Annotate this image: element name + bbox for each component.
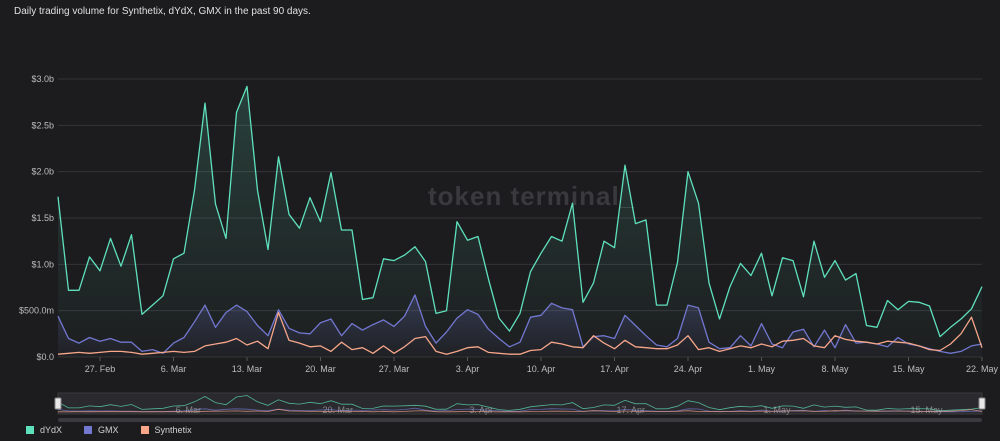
x-axis: 27. Feb 6. Mar 13. Mar 20. Mar 27. Mar 3. Apr… <box>85 357 999 374</box>
series-line-gmx[interactable] <box>57 294 983 354</box>
x-tick-label: 13. Mar <box>232 364 263 374</box>
x-tick-label: 3. Apr <box>456 364 480 374</box>
plot-area <box>57 85 983 358</box>
x-tick-label: 15. May <box>892 364 925 374</box>
navigator-tick-label: 20. Mar <box>323 405 354 415</box>
y-tick-label: $0.0 <box>36 352 54 362</box>
x-tick-label: 24. Apr <box>674 364 703 374</box>
navigator-series-synthetix <box>58 408 983 413</box>
x-tick-label: 17. Apr <box>600 364 629 374</box>
y-tick-label: $1.5b <box>31 213 54 223</box>
series-line-synthetix[interactable] <box>57 311 983 355</box>
navigator-tick-label: 1. May <box>764 405 792 415</box>
chart-title: Daily trading volume for Synthetix, dYdX… <box>14 6 311 17</box>
x-tick-label: 27. Mar <box>379 364 410 374</box>
legend-item-synthetix[interactable]: Synthetix <box>140 425 192 435</box>
x-tick-label: 22. May <box>966 364 999 374</box>
y-tick-label: $2.5b <box>31 120 54 130</box>
navigator-tick-label: 17. Apr <box>617 405 646 415</box>
x-tick-label: 8. May <box>821 364 849 374</box>
x-tick-label: 27. Feb <box>85 364 116 374</box>
navigator-tick-label: 3. Apr <box>470 405 494 415</box>
navigator-tick-label: 15. May <box>911 405 944 415</box>
y-tick-label: $3.0b <box>31 74 54 84</box>
legend-label-synthetix: Synthetix <box>154 425 192 435</box>
legend-swatch-gmx <box>84 426 93 434</box>
legend-label-dydx: dYdX <box>40 425 63 435</box>
legend-swatch-synthetix <box>140 426 149 434</box>
navigator-series-dydx <box>57 395 983 412</box>
x-tick-label: 1. May <box>748 364 776 374</box>
navigator-handle-right[interactable] <box>978 397 986 410</box>
y-tick-label: $500.0m <box>19 306 54 316</box>
y-tick-label: $1.0b <box>31 259 54 269</box>
range-navigator[interactable]: 6. Mar 20. Mar 3. Apr 17. Apr 1. May 15. May <box>54 392 986 422</box>
series-area-gmx <box>58 294 982 357</box>
navigator-scrollbar[interactable] <box>58 418 982 422</box>
series-line-dydx[interactable] <box>57 85 983 338</box>
navigator-tick-label: 6. Mar <box>176 405 202 415</box>
y-tick-label: $2.0b <box>31 167 54 177</box>
navigator-handle-left[interactable] <box>54 397 62 410</box>
legend: dYdX GMX Synthetix <box>26 425 192 435</box>
legend-item-dydx[interactable]: dYdX <box>26 425 62 435</box>
navigator-series-gmx <box>57 407 983 413</box>
legend-label-gmx: GMX <box>98 425 119 435</box>
series-area-dydx <box>58 86 982 358</box>
legend-swatch-dydx <box>26 426 34 434</box>
x-tick-label: 20. Mar <box>305 364 336 374</box>
watermark: token terminal_ <box>428 181 635 211</box>
x-tick-label: 6. Mar <box>161 364 187 374</box>
x-tick-label: 10. Apr <box>527 364 556 374</box>
legend-item-gmx[interactable]: GMX <box>84 425 119 435</box>
